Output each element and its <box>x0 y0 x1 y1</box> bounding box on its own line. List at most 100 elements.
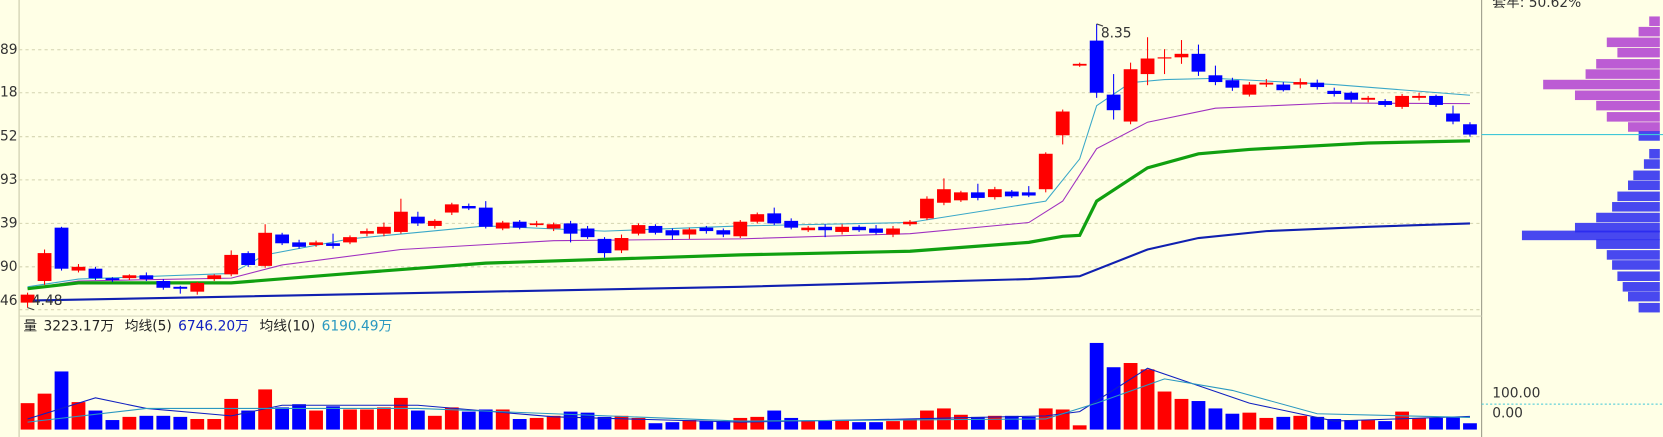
candle-body <box>20 294 35 303</box>
volume-bar <box>665 422 680 430</box>
candle-body <box>818 226 833 231</box>
volume-bar <box>207 418 222 430</box>
candle-body <box>1174 53 1189 58</box>
volume-bar <box>377 407 391 430</box>
candle-body <box>410 216 425 224</box>
legend-name: 量 <box>23 319 37 335</box>
volume-bar <box>869 422 883 430</box>
legend-value: 6746.20万 <box>178 319 249 335</box>
candle-body <box>360 231 374 234</box>
volume-bar <box>716 421 731 430</box>
volume-bar <box>461 411 476 430</box>
candle-body <box>1123 69 1138 122</box>
candle-body <box>903 221 917 225</box>
candle-body <box>699 227 714 232</box>
y-tick-label: 93 <box>0 172 18 188</box>
volume-bar <box>835 420 849 430</box>
candle-body <box>71 266 86 271</box>
candle-body <box>987 189 1002 198</box>
candle-body <box>88 268 103 279</box>
volume-bar <box>970 416 985 430</box>
volume-bar <box>1378 421 1393 430</box>
chip-bar <box>1643 159 1660 169</box>
candle-body <box>1429 95 1443 105</box>
volume-bar <box>614 415 629 430</box>
candle-body <box>801 227 816 231</box>
candle-body <box>1310 82 1325 88</box>
chip-bar <box>1574 90 1660 101</box>
candle-body <box>105 278 120 281</box>
candle-body <box>784 220 799 228</box>
y-tick-label: 90 <box>0 259 18 275</box>
candle-body <box>1106 94 1121 111</box>
annotation: 8.35 <box>1101 25 1132 41</box>
volume-bar <box>903 418 917 430</box>
candle-body <box>1208 75 1223 83</box>
volume-bar <box>733 417 748 430</box>
chip-bar <box>1628 291 1660 302</box>
chip-bar <box>1543 79 1660 90</box>
chip-bar <box>1596 100 1660 111</box>
volume-bar <box>88 410 103 430</box>
y-tick-label: 46 <box>0 293 18 309</box>
candle-body <box>444 204 459 213</box>
volume-bar <box>886 421 900 430</box>
candle-body <box>139 275 154 280</box>
candle-body <box>173 286 188 289</box>
chip-bar <box>1612 260 1660 270</box>
candle-body <box>122 275 137 279</box>
volume-bar <box>801 421 816 430</box>
candle-body <box>224 254 239 275</box>
chip-bar <box>1596 59 1660 69</box>
candle-body <box>1361 97 1376 100</box>
annotation-leader <box>1096 23 1104 27</box>
candle-body <box>886 228 900 235</box>
volume-bar <box>156 415 171 430</box>
candle-body <box>767 213 782 224</box>
chip-bar <box>1585 69 1660 79</box>
candle-body <box>1157 57 1172 59</box>
candle-body <box>343 237 357 243</box>
y-tick-label: 18 <box>0 85 18 101</box>
chip-bar <box>1612 202 1660 212</box>
chip-bar <box>1649 16 1660 26</box>
volume-bar <box>563 411 578 430</box>
volume-bar <box>1072 425 1087 430</box>
volume-bar <box>1242 412 1257 430</box>
candle-body <box>1344 92 1359 100</box>
legend-value: 6190.49万 <box>322 319 393 335</box>
volume-bar <box>1089 342 1104 430</box>
candle-body <box>750 214 765 222</box>
legend-value: 3223.17万 <box>43 319 114 335</box>
chip-bar <box>1633 170 1660 181</box>
candle-body <box>597 238 612 254</box>
chip-bar <box>1521 230 1660 241</box>
volume-bar <box>326 406 340 430</box>
candle-body <box>1327 90 1342 95</box>
candle-body <box>563 223 578 234</box>
chip-label: 100.00 <box>1492 385 1540 401</box>
chip-bar <box>1574 222 1660 233</box>
volume-bar <box>512 418 527 430</box>
volume-bar <box>410 410 425 430</box>
candle-body <box>1140 58 1155 75</box>
volume-bar <box>444 407 459 430</box>
candle-body <box>1395 95 1409 107</box>
volume-average <box>27 367 1470 423</box>
volume-bar <box>1412 417 1426 430</box>
candle-body <box>682 229 697 235</box>
candle-body <box>1242 84 1257 95</box>
candle-body <box>1072 63 1087 66</box>
candle-body <box>1021 192 1036 196</box>
volume-bar <box>987 415 1002 430</box>
candle-body <box>275 234 290 244</box>
chip-bar <box>1628 180 1660 191</box>
candle-body <box>512 221 527 228</box>
candle-body <box>852 226 866 231</box>
candle-body <box>1038 153 1053 190</box>
volume-bar <box>1106 367 1121 430</box>
chip-bar <box>1638 131 1660 141</box>
chip-bar <box>1617 47 1660 58</box>
candle-body <box>529 223 544 226</box>
candle-body <box>1412 95 1426 98</box>
